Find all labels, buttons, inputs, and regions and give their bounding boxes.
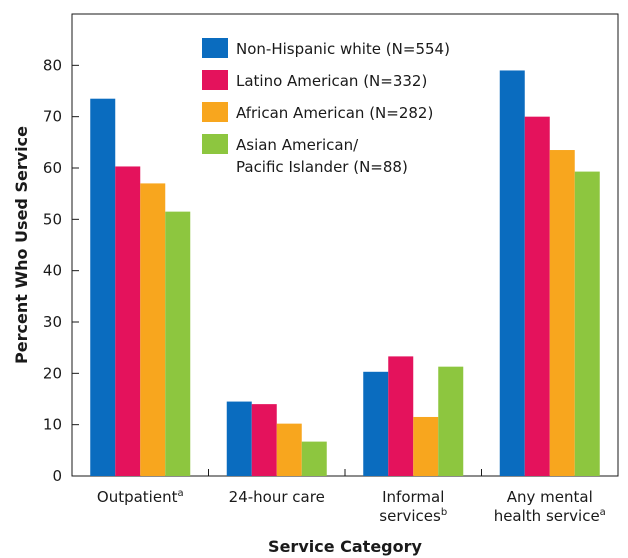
- legend: Non-Hispanic white (N=554) Latino America…: [202, 38, 450, 176]
- x-category-label: Any mental: [507, 488, 593, 506]
- x-category-label: Outpatienta: [97, 488, 184, 506]
- x-axis: Outpatienta 24-hour care Informalservicesb…: [97, 469, 606, 525]
- bar: [388, 356, 414, 476]
- x-category-label: Informal: [382, 488, 444, 506]
- x-category-label: 24-hour care: [229, 488, 325, 506]
- y-tick-label: 0: [52, 467, 62, 485]
- y-tick-label: 50: [43, 210, 62, 228]
- footnote-marker: b: [441, 507, 447, 518]
- category-label-text: services: [379, 507, 441, 525]
- legend-label: Latino American (N=332): [236, 72, 427, 90]
- bars: [90, 70, 600, 477]
- category-label-text: health service: [494, 507, 600, 525]
- y-axis: 0 10 20 30 40 50 60 70 80: [43, 56, 79, 485]
- category-label-text: Any mental: [507, 488, 593, 506]
- y-tick-label: 20: [43, 364, 62, 382]
- bar: [413, 416, 439, 476]
- x-category-label: health servicea: [494, 507, 606, 525]
- legend-swatch: [202, 38, 228, 58]
- y-tick-label: 30: [43, 313, 62, 331]
- bar: [276, 423, 302, 476]
- bar: [524, 116, 550, 477]
- legend-label: African American (N=282): [236, 104, 433, 122]
- legend-swatch: [202, 102, 228, 122]
- footnote-marker: a: [177, 488, 183, 499]
- legend-label: Non-Hispanic white (N=554): [236, 40, 450, 58]
- bar: [115, 166, 141, 476]
- x-axis-title: Service Category: [268, 537, 422, 556]
- legend-swatch: [202, 134, 228, 154]
- bar: [90, 98, 116, 476]
- bar: [301, 441, 327, 476]
- category-label-text: Outpatient: [97, 488, 178, 506]
- y-tick-label: 40: [43, 262, 62, 280]
- bar: [499, 70, 525, 476]
- category-label-text: 24-hour care: [229, 488, 325, 506]
- y-tick-label: 10: [43, 416, 62, 434]
- y-axis-title: Percent Who Used Service: [12, 126, 31, 364]
- legend-swatch: [202, 70, 228, 90]
- legend-label: Pacific Islander (N=88): [236, 158, 408, 176]
- footnote-marker: a: [600, 507, 606, 518]
- category-label-text: Informal: [382, 488, 444, 506]
- bar: [363, 371, 389, 476]
- bar: [140, 183, 166, 476]
- x-category-label: servicesb: [379, 507, 447, 525]
- y-tick-label: 60: [43, 159, 62, 177]
- bar: [438, 366, 464, 476]
- y-tick-label: 80: [43, 56, 62, 74]
- bar: [251, 404, 277, 476]
- bar: [549, 150, 575, 477]
- bar: [165, 211, 191, 476]
- y-tick-label: 70: [43, 108, 62, 126]
- legend-label: Asian American/: [236, 136, 359, 154]
- bar: [574, 171, 600, 477]
- bar: [226, 401, 252, 476]
